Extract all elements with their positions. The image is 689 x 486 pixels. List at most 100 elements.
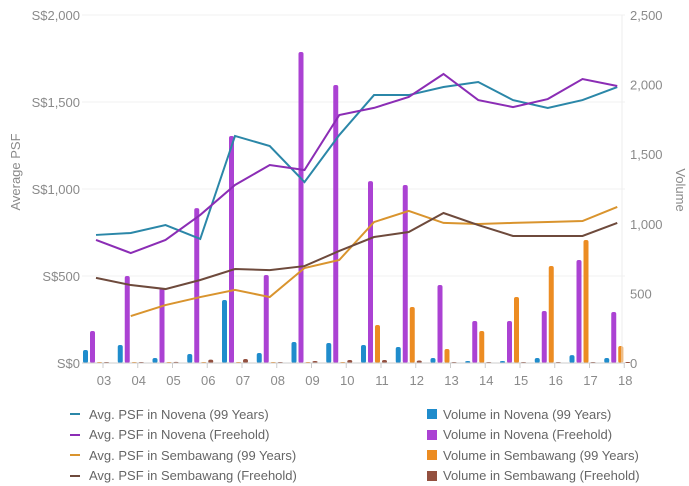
bar-volume-in-novena-99-years- — [256, 352, 262, 363]
line-avg-psf-in-sembawang-99-years- — [130, 205, 618, 317]
x-tick-label: 17 — [583, 373, 597, 388]
legend-item[interactable]: Volume in Novena (99 Years) — [427, 404, 640, 425]
line-marker-icon — [70, 413, 80, 416]
bar-volume-in-novena-99-years- — [569, 355, 575, 363]
bar-volume-in-novena-99-years- — [222, 299, 227, 363]
bar-volume-in-sembawang-99-years- — [444, 348, 450, 363]
x-tick-label: 06 — [201, 373, 215, 388]
x-tick-label: 15 — [514, 373, 528, 388]
y-right-tick-label: 2,000 — [630, 78, 663, 93]
x-tick-label: 14 — [479, 373, 493, 388]
bar-volume-in-novena-99-years- — [326, 342, 332, 363]
line-avg-psf-in-novena-99-years- — [95, 80, 618, 241]
x-tick-label: 12 — [410, 373, 424, 388]
bar-volume-in-novena-99-years- — [291, 341, 297, 363]
bar-volume-in-novena-99-years- — [152, 357, 158, 363]
bar-volume-in-sembawang-99-years- — [514, 297, 519, 363]
y-right-tick-label: 500 — [630, 286, 652, 301]
legend-item[interactable]: Volume in Sembawang (Freehold) — [427, 466, 640, 486]
bar-volume-in-novena-freehold- — [263, 275, 269, 363]
x-tick-label: 08 — [271, 373, 285, 388]
x-tick-label: 05 — [166, 373, 180, 388]
bar-volume-in-novena-freehold- — [368, 181, 373, 363]
bar-volume-in-novena-freehold- — [576, 259, 582, 363]
bar-volume-in-sembawang-freehold- — [208, 359, 214, 363]
bar-volume-in-novena-freehold- — [229, 135, 234, 363]
line-marker-icon — [70, 454, 80, 457]
chart-plot: S$0 S$500 S$1,000 S$1,500 S$2,000 0 500 1,000 1,… — [8, 8, 688, 388]
legend-bars: Volume in Novena (99 Years) Volume in Nov… — [427, 404, 640, 486]
bar-volume-in-novena-99-years- — [604, 357, 610, 363]
legend-item[interactable]: Avg. PSF in Novena (Freehold) — [70, 425, 297, 446]
legend-label: Volume in Sembawang (99 Years) — [443, 447, 639, 463]
bar-volume-in-novena-99-years- — [187, 353, 193, 363]
legend-label: Avg. PSF in Novena (99 Years) — [89, 406, 269, 422]
line-marker-icon — [70, 433, 80, 436]
bar-volume-in-novena-freehold- — [159, 287, 165, 363]
y-right-axis-title: Volume — [673, 168, 688, 211]
legend-lines: Avg. PSF in Novena (99 Years) Avg. PSF in… — [70, 404, 297, 486]
legend-label: Avg. PSF in Sembawang (Freehold) — [89, 468, 297, 484]
bar-volume-in-novena-freehold- — [90, 330, 95, 363]
bar-volume-in-sembawang-99-years- — [479, 330, 485, 363]
y-left-axis-title: Average PSF — [8, 133, 23, 210]
bar-volume-in-sembawang-99-years- — [409, 307, 415, 363]
bar-volume-in-novena-freehold- — [402, 184, 408, 363]
y-right-tick-label: 0 — [630, 356, 637, 371]
legend-item[interactable]: Avg. PSF in Sembawang (Freehold) — [70, 466, 297, 486]
line-marker-icon — [70, 474, 80, 477]
bar-volume-in-novena-freehold- — [472, 320, 478, 363]
y-left-tick-label: S$1,500 — [32, 95, 80, 110]
y-left-tick-label: S$500 — [42, 269, 80, 284]
legend-item[interactable]: Volume in Sembawang (99 Years) — [427, 445, 640, 466]
x-tick-label: 13 — [444, 373, 458, 388]
bar-volume-in-sembawang-freehold- — [347, 359, 353, 363]
bar-volume-in-novena-freehold- — [541, 310, 547, 363]
bar-volume-in-novena-99-years- — [117, 345, 123, 363]
x-tick-label: 03 — [97, 373, 111, 388]
legend-item[interactable]: Avg. PSF in Sembawang (99 Years) — [70, 445, 297, 466]
y-right-tick-label: 1,000 — [630, 217, 663, 232]
x-tick-label: 10 — [340, 373, 354, 388]
x-tick-label: 09 — [305, 373, 319, 388]
bar-volume-in-novena-freehold- — [333, 85, 339, 363]
legend-item[interactable]: Avg. PSF in Novena (99 Years) — [70, 404, 297, 425]
square-marker-icon — [427, 450, 437, 461]
x-tick-label: 04 — [132, 373, 146, 388]
bar-volume-in-sembawang-99-years- — [548, 265, 554, 363]
bar-volume-in-novena-99-years- — [430, 357, 436, 363]
x-tick-label: 16 — [549, 373, 563, 388]
y-left-tick-label: S$1,000 — [32, 182, 80, 197]
legend-label: Volume in Sembawang (Freehold) — [443, 468, 640, 484]
square-marker-icon — [427, 429, 437, 440]
legend-label: Avg. PSF in Sembawang (99 Years) — [89, 447, 297, 463]
bar-volume-in-sembawang-freehold- — [416, 360, 422, 363]
legend-label: Avg. PSF in Novena (Freehold) — [89, 427, 270, 443]
bar-volume-in-novena-99-years- — [83, 350, 88, 363]
square-marker-icon — [427, 409, 437, 420]
line-avg-psf-in-sembawang-freehold- — [95, 211, 618, 291]
bar-volume-in-novena-freehold- — [507, 320, 512, 363]
legend-item[interactable]: Volume in Novena (Freehold) — [427, 425, 640, 446]
line-avg-psf-in-novena-freehold- — [95, 72, 618, 255]
bar-volume-in-novena-freehold- — [124, 276, 130, 363]
legend-label: Volume in Novena (Freehold) — [443, 427, 613, 443]
bar-volume-in-novena-99-years- — [395, 346, 401, 363]
bar-volume-in-novena-freehold- — [298, 52, 304, 364]
bar-volume-in-sembawang-99-years- — [583, 239, 589, 363]
bar-volume-in-sembawang-freehold- — [625, 362, 631, 363]
bar-volume-in-sembawang-freehold- — [382, 359, 387, 363]
bar-volume-in-sembawang-freehold- — [243, 358, 248, 363]
y-left-tick-label: S$0 — [57, 356, 80, 371]
bar-volume-in-novena-freehold- — [194, 208, 200, 363]
square-marker-icon — [427, 470, 437, 481]
bar-volume-in-novena-99-years- — [534, 357, 540, 363]
x-tick-label: 18 — [618, 373, 632, 388]
legend-label: Volume in Novena (99 Years) — [443, 406, 612, 422]
bar-volume-in-novena-freehold- — [611, 312, 617, 363]
bar-volume-in-novena-99-years- — [361, 345, 366, 363]
bar-volume-in-sembawang-99-years- — [375, 324, 380, 363]
x-tick-label: 11 — [375, 373, 389, 388]
bar-volume-in-novena-freehold- — [437, 285, 443, 363]
